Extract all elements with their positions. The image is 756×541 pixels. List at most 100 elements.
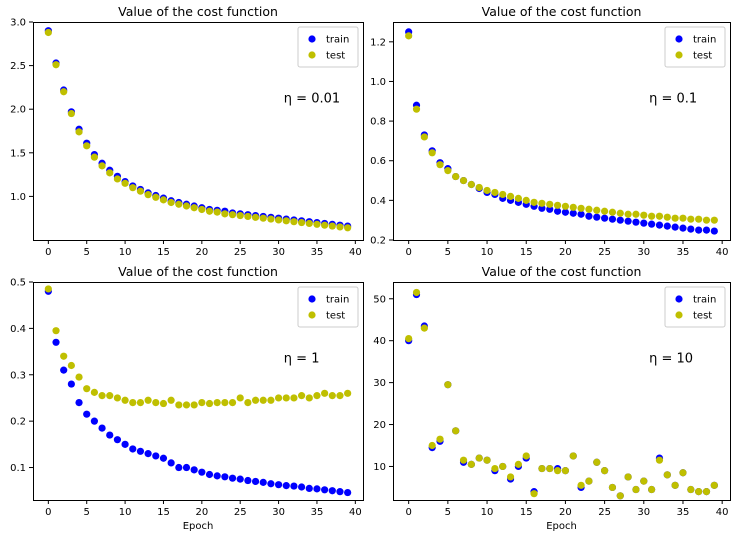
point-test [251, 396, 260, 404]
point-test [506, 473, 515, 481]
point-test [679, 469, 687, 477]
point-train [640, 219, 648, 227]
point-test [198, 398, 206, 407]
point-test [561, 202, 570, 210]
point-train [244, 476, 252, 485]
point-test [569, 203, 577, 211]
point-test [336, 392, 344, 400]
subplot-title: Value of the cost function [118, 264, 278, 279]
point-test [640, 211, 648, 219]
point-test [159, 399, 168, 408]
x-tick-label: 15 [520, 507, 533, 518]
x-tick-label: 25 [234, 507, 247, 518]
point-test [671, 481, 679, 489]
point-train [561, 208, 570, 216]
x-tick-label: 25 [234, 247, 247, 258]
point-test [98, 162, 106, 170]
point-train [344, 488, 352, 497]
point-train [205, 470, 214, 479]
point-train [60, 366, 68, 374]
point-test [267, 215, 275, 223]
x-tick-label: 15 [157, 247, 170, 258]
y-tick-label: 1.2 [370, 37, 386, 48]
point-train [121, 440, 129, 448]
point-test [483, 456, 491, 464]
legend-marker-train [308, 295, 316, 303]
point-test [585, 205, 593, 213]
point-test [624, 473, 632, 481]
point-test [616, 492, 624, 500]
plot-frame [393, 22, 731, 241]
x-tick-label: 5 [84, 247, 90, 258]
point-test [129, 184, 137, 192]
point-test [259, 214, 267, 222]
point-test [136, 187, 145, 195]
point-test [75, 373, 83, 381]
subplot-eta-0-01: Value of the cost function η = 0.01 0 5 10… [10, 4, 364, 258]
point-test [514, 194, 522, 202]
x-tick-label: 30 [272, 247, 285, 258]
point-test [444, 381, 452, 389]
x-tick-label: 20 [195, 507, 208, 518]
y-tick-label: 0.4 [10, 324, 26, 335]
point-train [198, 468, 206, 476]
point-test [522, 452, 530, 460]
point-test [514, 460, 522, 468]
y-tick-label: 1.5 [10, 148, 26, 159]
point-test [152, 398, 160, 407]
point-train [624, 217, 632, 225]
x-tick-label: 35 [677, 507, 690, 518]
point-train [136, 447, 145, 455]
point-train [221, 473, 229, 481]
point-test [198, 205, 206, 214]
point-test [144, 396, 152, 404]
point-test [467, 460, 475, 468]
point-test [205, 399, 214, 408]
y-tick-label: 50 [373, 294, 386, 305]
point-test [601, 467, 609, 475]
point-test [530, 198, 538, 206]
point-test [553, 467, 562, 475]
point-train [251, 477, 260, 486]
point-test [710, 481, 718, 489]
x-tick-label: 10 [481, 507, 494, 518]
point-test [420, 324, 428, 332]
legend-marker-test [675, 51, 683, 59]
legend-marker-test [675, 311, 683, 319]
point-test [436, 435, 444, 443]
point-test [687, 485, 695, 494]
point-train [321, 486, 329, 494]
point-train [167, 459, 175, 467]
point-test [190, 204, 198, 212]
point-test [244, 212, 252, 221]
point-test [44, 28, 52, 37]
point-test [328, 392, 336, 400]
point-test [632, 485, 640, 494]
point-test [577, 204, 585, 212]
point-test [475, 183, 483, 192]
point-train [182, 463, 191, 472]
point-test [452, 427, 460, 435]
point-test [305, 394, 313, 402]
point-test [702, 216, 711, 224]
point-train [152, 452, 160, 460]
x-tick-label: 20 [559, 507, 572, 518]
point-test [90, 388, 98, 396]
point-test [412, 105, 421, 113]
point-train [106, 431, 114, 439]
point-test [167, 396, 175, 404]
point-test [655, 456, 664, 464]
point-test [113, 175, 122, 183]
point-test [344, 389, 352, 397]
point-test [228, 211, 237, 219]
point-train [175, 463, 183, 472]
point-test [305, 219, 313, 228]
point-test [428, 149, 436, 157]
y-tick-label: 2.5 [10, 61, 26, 72]
point-test [483, 186, 491, 195]
point-test [608, 483, 617, 492]
point-train [695, 226, 703, 234]
point-test [290, 218, 298, 226]
legend-marker-test [308, 311, 316, 319]
point-test [546, 464, 554, 473]
